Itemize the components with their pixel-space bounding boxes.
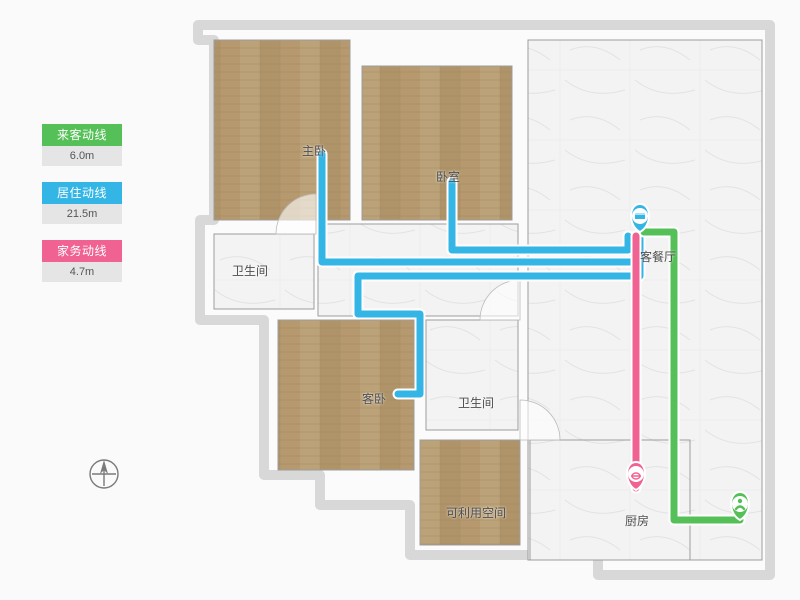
room-label-util: 可利用空间 bbox=[446, 504, 506, 521]
room-label-living: 客餐厅 bbox=[640, 248, 676, 265]
legend: 来客动线 6.0m 居住动线 21.5m 家务动线 4.7m bbox=[42, 124, 122, 298]
legend-value: 4.7m bbox=[42, 262, 122, 282]
room-master bbox=[214, 40, 350, 220]
room-label-bath1: 卫生间 bbox=[232, 262, 268, 279]
legend-value: 21.5m bbox=[42, 204, 122, 224]
legend-item-chore: 家务动线 4.7m bbox=[42, 240, 122, 282]
floorplan-canvas bbox=[0, 0, 800, 600]
legend-chip: 居住动线 bbox=[42, 182, 122, 204]
legend-item-living: 居住动线 21.5m bbox=[42, 182, 122, 224]
room-util bbox=[420, 440, 520, 545]
legend-value: 6.0m bbox=[42, 146, 122, 166]
room-label-guest: 客卧 bbox=[362, 390, 386, 407]
legend-chip: 来客动线 bbox=[42, 124, 122, 146]
room-label-bath2: 卫生间 bbox=[458, 394, 494, 411]
room-bedroom bbox=[362, 66, 512, 220]
room-label-master: 主卧 bbox=[302, 142, 326, 159]
compass-icon bbox=[86, 456, 122, 492]
legend-chip: 家务动线 bbox=[42, 240, 122, 262]
legend-item-guest: 来客动线 6.0m bbox=[42, 124, 122, 166]
room-bath2 bbox=[426, 320, 518, 430]
room-kitchen bbox=[530, 440, 690, 560]
room-label-kitchen: 厨房 bbox=[625, 512, 649, 529]
room-label-bedroom: 卧室 bbox=[436, 168, 460, 185]
